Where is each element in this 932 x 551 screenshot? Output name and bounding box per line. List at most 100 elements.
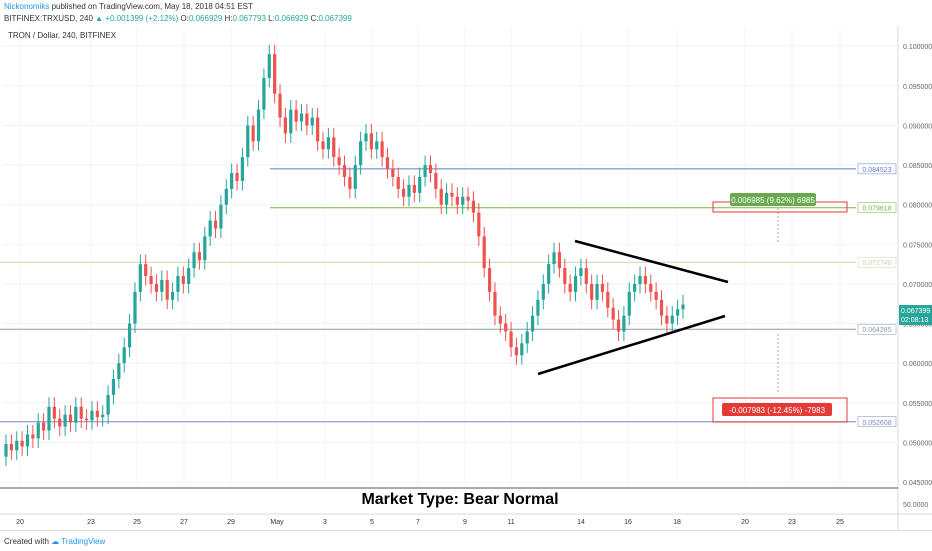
candle-body — [90, 410, 94, 421]
triangle-upper-line — [574, 239, 729, 284]
y-tick-label: 0.065000 — [903, 322, 932, 329]
candle-body — [530, 315, 535, 332]
created-with-text: Created with — [4, 537, 49, 546]
candle-body — [84, 418, 89, 421]
candle-body — [412, 184, 416, 193]
candle-body — [584, 268, 588, 284]
candle-body — [439, 188, 443, 205]
y-tick-label: 0.100000 — [903, 44, 932, 51]
ohlc-h-label: H: — [224, 14, 233, 23]
candle-body — [638, 276, 642, 284]
footer: Created with ☁ TradingView — [0, 530, 932, 551]
candle-body — [267, 54, 271, 78]
candle-body — [541, 283, 545, 300]
x-tick-label: 3 — [323, 519, 327, 526]
triangle-lower-line — [537, 314, 726, 376]
candle-body — [106, 394, 110, 415]
ticker-symbol: BITFINEX:TRXUSD, 240 — [4, 14, 93, 23]
candle-body — [348, 176, 352, 189]
candle-body — [52, 406, 56, 419]
candle-body — [273, 54, 277, 94]
candle-body — [310, 117, 314, 126]
candle-body — [611, 307, 615, 320]
candle-body — [127, 323, 132, 348]
candle-body — [316, 117, 320, 142]
created-with: Created with ☁ TradingView — [4, 537, 105, 546]
candle-body — [278, 93, 282, 118]
ohlc-h: 0.067793 — [232, 14, 266, 23]
candles — [4, 44, 685, 467]
y-tick-label: 0.085000 — [903, 163, 932, 170]
target-projections: 0.006985 (9.62%) 6985 -0.007983 (-12.45%… — [712, 193, 848, 423]
published-text: published on TradingView.com, May 18, 20… — [51, 2, 253, 11]
candle-body — [246, 125, 250, 158]
candle-body — [557, 252, 562, 269]
candle-body — [627, 291, 631, 316]
level-label-box — [857, 202, 897, 213]
x-tick-label: 16 — [624, 519, 632, 526]
candle-body — [262, 77, 266, 110]
y-tick-label: 0.080000 — [903, 203, 932, 210]
level-label: 0.052608 — [862, 420, 891, 427]
candle-body — [101, 414, 105, 418]
ohlc-l-label: L: — [268, 14, 275, 23]
candle-body — [251, 125, 255, 142]
candle-body — [547, 264, 551, 284]
down-target-text: -0.007983 (-12.45%) -7983 — [729, 406, 826, 415]
x-tick-label: 20 — [16, 519, 24, 526]
down-target-box — [712, 397, 848, 423]
publish-line: Nickonomiks published on TradingView.com… — [4, 2, 253, 11]
candle-body — [498, 315, 502, 324]
candle-body — [203, 236, 207, 261]
candle-body — [595, 283, 599, 300]
candle-body — [79, 406, 83, 419]
candle-body — [133, 291, 137, 324]
y-tick-label: 0.090000 — [903, 123, 932, 130]
candle-body — [4, 444, 8, 457]
candle-body — [579, 268, 583, 277]
candle-body — [326, 137, 330, 150]
candle-body — [466, 196, 470, 201]
candle-body — [187, 268, 191, 284]
candle-body — [58, 418, 62, 427]
horizontal-levels: 0.084523 0.079618 0.072740 0.064285 0.052608 — [0, 163, 897, 428]
y-tick-label: 0.070000 — [903, 282, 932, 289]
candle-body — [385, 157, 390, 170]
candle-body — [525, 331, 529, 344]
grid — [2, 28, 896, 488]
x-tick-label: 18 — [673, 519, 681, 526]
level-label-box — [857, 323, 897, 335]
candle-body — [514, 347, 519, 356]
x-tick-label: 29 — [227, 519, 235, 526]
last-price-label: 0.067399 — [901, 308, 930, 315]
x-tick-label: 27 — [180, 519, 188, 526]
candle-body — [509, 331, 513, 348]
candle-body — [25, 434, 30, 447]
candle-body — [633, 283, 637, 292]
candle-body — [649, 283, 653, 292]
chart-background — [0, 26, 932, 530]
candle-body — [670, 315, 674, 324]
candle-body — [224, 188, 228, 205]
price-chart[interactable]: TRON / Dollar, 240, BITFINEX 0.0845230.0… — [0, 26, 932, 530]
candle-body — [15, 440, 19, 451]
up-target-text: 0.006985 (9.62%) 6985 — [731, 196, 815, 205]
time-axis[interactable]: 20 23 25 27 29 May 3 5 7 9 11 14 16 18 20 23 25 — [16, 519, 844, 526]
ohlc-c: 0.067399 — [318, 14, 352, 23]
candle-body — [256, 109, 261, 142]
candle-body — [536, 299, 540, 316]
candle-body — [477, 212, 481, 237]
candle-body — [450, 192, 454, 197]
level-label: 0.079618 — [862, 206, 891, 213]
countdown-label: 02:08:13 — [901, 317, 928, 324]
candle-body — [676, 309, 680, 316]
author-link[interactable]: Nickonomiks — [4, 2, 50, 11]
candle-body — [418, 176, 422, 193]
price-axis[interactable]: 0.100000 0.095000 0.090000 0.085000 0.080000… — [903, 44, 932, 487]
level-label: 0.072740 — [862, 260, 891, 267]
candle-body — [283, 117, 288, 134]
ticker-line: BITFINEX:TRXUSD, 240 ▲ +0.001399 (+2.12%… — [4, 14, 352, 23]
tradingview-brand[interactable]: TradingView — [61, 537, 106, 546]
candle-body — [493, 291, 497, 316]
candle-body — [305, 113, 309, 126]
